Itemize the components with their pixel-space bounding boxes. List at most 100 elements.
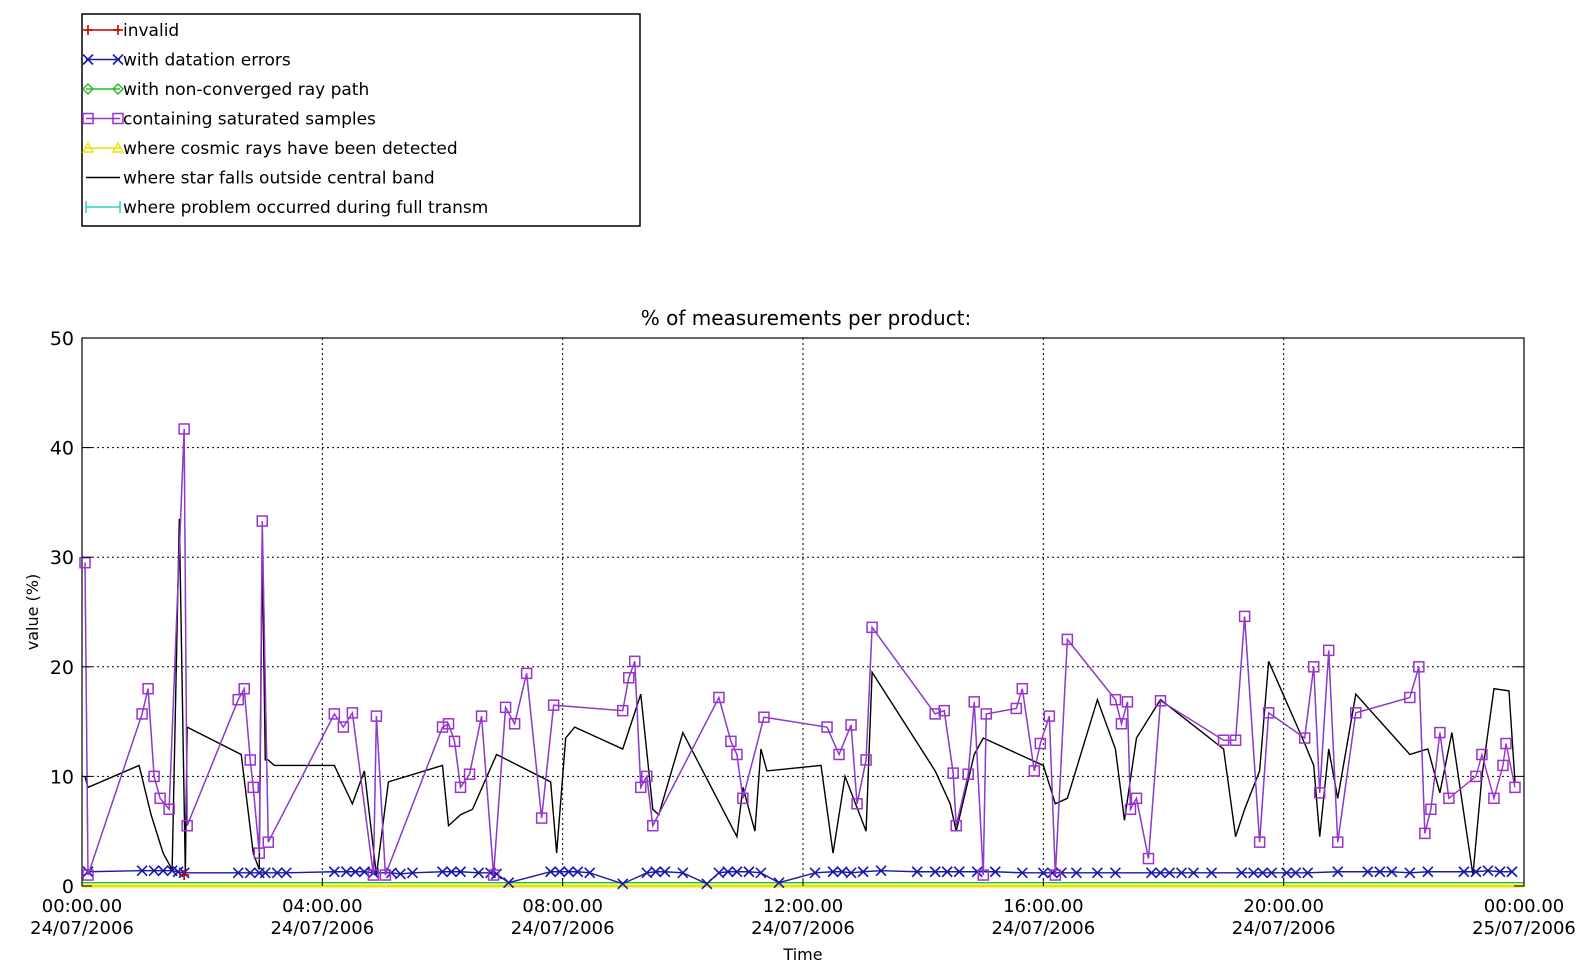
data-point (142, 682, 154, 695)
data-point (238, 682, 250, 695)
data-point (244, 754, 256, 766)
data-point (472, 867, 485, 879)
legend-entry: where star falls outside central band (86, 169, 435, 189)
data-point (755, 867, 767, 879)
data-point (1175, 867, 1188, 879)
legend-label: invalid (123, 21, 179, 41)
data-point (833, 748, 845, 761)
data-point (731, 748, 743, 761)
data-point (1458, 866, 1470, 878)
x-tick-label-date: 24/07/2006 (1232, 918, 1336, 939)
data-point (635, 781, 647, 794)
data-point (1266, 867, 1278, 879)
data-point (454, 781, 467, 794)
data-point (773, 877, 785, 889)
data-point (1302, 867, 1314, 879)
data-point (1425, 803, 1437, 816)
data-point (1281, 867, 1293, 879)
data-point (827, 866, 839, 878)
series-0 (179, 870, 190, 881)
series-line (84, 518, 1516, 876)
legend-marker (112, 83, 124, 95)
data-point (337, 721, 350, 733)
data-point (701, 878, 713, 890)
data-point (1154, 695, 1167, 707)
legend-label: where star falls outside central band (123, 169, 435, 189)
legend-label: with non-converged ray path (123, 80, 369, 100)
data-point (641, 770, 653, 783)
data-point (1115, 718, 1128, 730)
y-tick-label: 0 (62, 876, 74, 898)
data-point (1206, 867, 1218, 879)
data-point (623, 672, 635, 684)
x-tick-label-date: 24/07/2006 (30, 918, 134, 939)
legend-marker (83, 25, 93, 35)
data-point (445, 866, 458, 878)
data-point (280, 867, 292, 879)
data-point (1253, 836, 1266, 848)
grid (82, 338, 1524, 886)
data-point (1500, 737, 1512, 750)
data-point (1413, 661, 1425, 673)
x-tick-label-time: 00:00.00 (1484, 896, 1565, 917)
data-point (179, 870, 190, 881)
data-point (953, 866, 965, 878)
data-point (968, 696, 980, 708)
data-point (875, 865, 887, 877)
data-point (677, 867, 689, 879)
data-point (1482, 865, 1494, 877)
data-point (977, 869, 989, 881)
data-point (463, 768, 476, 780)
data-point (535, 812, 548, 824)
legend-label: with datation errors (123, 51, 291, 71)
data-point (1494, 866, 1506, 878)
y-tick-label: 20 (50, 657, 74, 679)
legend-marker (111, 141, 125, 153)
data-point (1509, 781, 1521, 794)
data-point (1422, 866, 1434, 878)
data-point (722, 866, 734, 878)
x-tick-label-date: 25/07/2006 (1472, 918, 1576, 939)
y-axis: 0 10 20 30 40 50 (50, 328, 1524, 898)
data-point (340, 866, 352, 878)
data-point (1187, 867, 1200, 879)
data-point (1470, 866, 1482, 878)
data-point (725, 735, 737, 748)
data-point (1350, 707, 1362, 719)
series-3 (79, 423, 1521, 881)
x-axis: 00:00.0024/07/200604:00.0024/07/200608:0… (30, 878, 1576, 939)
data-point (809, 867, 821, 879)
data-point (1121, 696, 1134, 708)
x-tick-label-time: 08:00.00 (522, 896, 603, 917)
data-point (617, 878, 629, 890)
data-point (436, 866, 449, 878)
legend-marker (113, 25, 123, 35)
legend-entry: with non-converged ray path (82, 80, 369, 100)
legend-entry: where cosmic rays have been detected (81, 139, 458, 159)
data-point (136, 865, 148, 877)
data-point (454, 866, 467, 878)
data-point (641, 867, 653, 879)
x-tick-label-date: 24/07/2006 (511, 918, 615, 939)
data-point (148, 865, 160, 877)
data-point (262, 836, 275, 848)
data-point (1028, 765, 1041, 777)
data-point (950, 819, 962, 832)
y-tick-label: 30 (50, 547, 74, 569)
data-point (1506, 866, 1518, 878)
legend-entry: with datation errors (82, 51, 291, 71)
data-point (1470, 770, 1482, 783)
data-point (1010, 702, 1023, 715)
data-point (232, 693, 244, 706)
data-point (929, 866, 941, 878)
data-point (1374, 866, 1386, 878)
data-point (1257, 867, 1269, 879)
series-1 (82, 865, 1518, 890)
data-point (328, 866, 340, 878)
data-point (346, 707, 359, 719)
data-point (475, 710, 488, 722)
data-point (1037, 867, 1049, 879)
data-point (253, 847, 265, 859)
legend-marker (81, 141, 95, 153)
